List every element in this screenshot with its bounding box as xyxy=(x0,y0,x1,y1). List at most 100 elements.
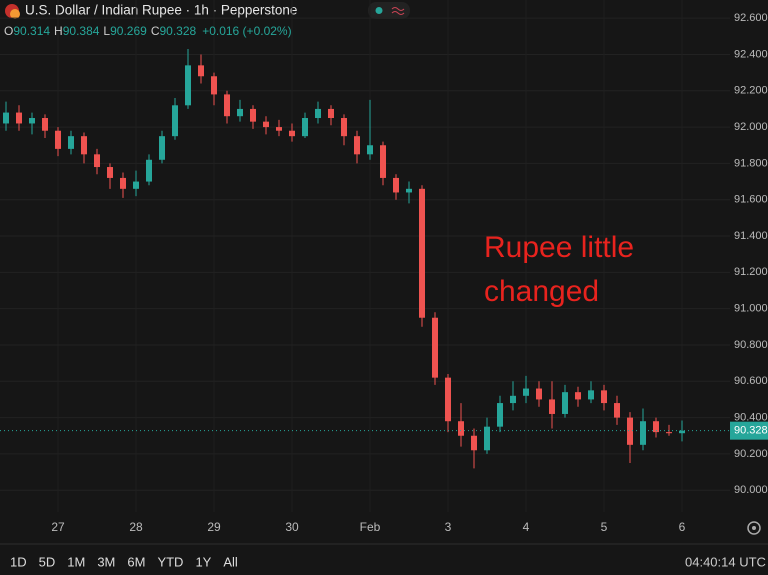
candle-body xyxy=(640,421,646,445)
candle-body xyxy=(679,430,685,434)
range-button[interactable]: 1D xyxy=(10,554,27,569)
candle-body xyxy=(172,105,178,137)
candle-body xyxy=(575,392,581,400)
y-tick-label: 91.200 xyxy=(734,266,768,278)
chart-title: U.S. Dollar / Indian Rupee · 1h · Pepper… xyxy=(25,3,297,18)
candle-body xyxy=(458,421,464,436)
candle-body xyxy=(666,432,672,434)
candle-body xyxy=(3,112,9,124)
candle-body xyxy=(419,188,425,318)
settings-icon[interactable] xyxy=(747,521,761,535)
y-tick-label: 91.600 xyxy=(734,194,768,206)
candle-body xyxy=(29,118,35,124)
x-tick-label: 27 xyxy=(51,520,65,534)
candle-body xyxy=(315,108,321,119)
candle-body xyxy=(237,108,243,117)
candle-body xyxy=(406,188,412,193)
x-tick-label: 3 xyxy=(445,520,452,534)
candle-body xyxy=(81,136,87,155)
candle-body xyxy=(354,136,360,155)
status-dot xyxy=(375,7,383,14)
candle-body xyxy=(224,94,230,117)
candle-body xyxy=(68,136,74,149)
range-button[interactable]: 6M xyxy=(127,554,145,569)
candle-body xyxy=(471,435,477,451)
ohlc-value: 90.269 xyxy=(110,24,147,38)
ohlc-letter: L xyxy=(103,24,110,38)
candle-body xyxy=(484,426,490,451)
candle-body xyxy=(367,145,373,155)
range-button[interactable]: 1Y xyxy=(195,554,211,569)
candle-body xyxy=(588,390,594,400)
x-tick-label: 30 xyxy=(285,520,299,534)
candle-body xyxy=(211,76,217,95)
y-tick-label: 90.200 xyxy=(734,448,768,460)
candle-body xyxy=(16,112,22,124)
candle-body xyxy=(614,403,620,418)
range-button[interactable]: 3M xyxy=(97,554,115,569)
flag-icon-2 xyxy=(10,9,20,19)
last-price-box xyxy=(730,421,768,440)
x-tick-label: 5 xyxy=(601,520,608,534)
x-tick-label: 4 xyxy=(523,520,530,534)
y-tick-label: 91.000 xyxy=(734,303,768,315)
x-tick-label: 28 xyxy=(129,520,143,534)
range-button[interactable]: YTD xyxy=(157,554,183,569)
candle-body xyxy=(94,154,100,168)
candle-body xyxy=(510,395,516,404)
y-tick-label: 90.800 xyxy=(734,339,768,351)
last-price-label: 90.328 xyxy=(734,425,768,437)
candle-body xyxy=(250,108,256,122)
x-tick-label: 29 xyxy=(207,520,221,534)
ohlc-value: 90.314 xyxy=(13,24,50,38)
range-button[interactable]: All xyxy=(223,554,238,569)
ohlc-value: 90.328 xyxy=(159,24,196,38)
candle-body xyxy=(133,181,139,189)
candle-body xyxy=(198,65,204,77)
candle-body xyxy=(601,390,607,404)
candle-body xyxy=(445,377,451,422)
candle-body xyxy=(289,130,295,137)
candle-body xyxy=(562,392,568,414)
candle-body xyxy=(523,388,529,396)
candle-body xyxy=(107,167,113,178)
range-button[interactable]: 5D xyxy=(39,554,56,569)
candle-body xyxy=(432,317,438,378)
ohlc-letter: O xyxy=(4,24,13,38)
settings-icon-center xyxy=(752,526,756,530)
candle-body xyxy=(627,417,633,445)
candle-body xyxy=(536,388,542,400)
change: +0.016 (+0.02%) xyxy=(202,24,291,38)
range-button[interactable]: 1M xyxy=(67,554,85,569)
status-badge[interactable] xyxy=(368,2,410,19)
candle-body xyxy=(42,118,48,131)
candle-body xyxy=(276,127,282,131)
y-tick-label: 92.200 xyxy=(734,85,768,97)
candle-body xyxy=(380,145,386,178)
y-tick-label: 91.800 xyxy=(734,157,768,169)
candle-body xyxy=(146,159,152,182)
x-tick-label: 6 xyxy=(679,520,686,534)
ohlc-value: 90.384 xyxy=(63,24,100,38)
y-tick-label: 92.000 xyxy=(734,121,768,133)
candle-body xyxy=(55,130,61,149)
candle-body xyxy=(549,399,555,414)
candle-body xyxy=(185,65,191,106)
candle-body xyxy=(328,108,334,119)
y-tick-label: 92.600 xyxy=(734,12,768,24)
candle-body xyxy=(341,118,347,137)
y-tick-label: 92.400 xyxy=(734,48,768,60)
y-tick-label: 90.000 xyxy=(734,484,768,496)
ohlc-letter: C xyxy=(151,24,160,38)
y-tick-label: 90.400 xyxy=(734,411,768,423)
candle-body xyxy=(120,177,126,189)
candle-body xyxy=(653,421,659,433)
ohlc-letter: H xyxy=(54,24,63,38)
candle-body xyxy=(497,403,503,427)
y-tick-label: 91.400 xyxy=(734,230,768,242)
candle-body xyxy=(159,136,165,160)
candle-body xyxy=(302,118,308,137)
